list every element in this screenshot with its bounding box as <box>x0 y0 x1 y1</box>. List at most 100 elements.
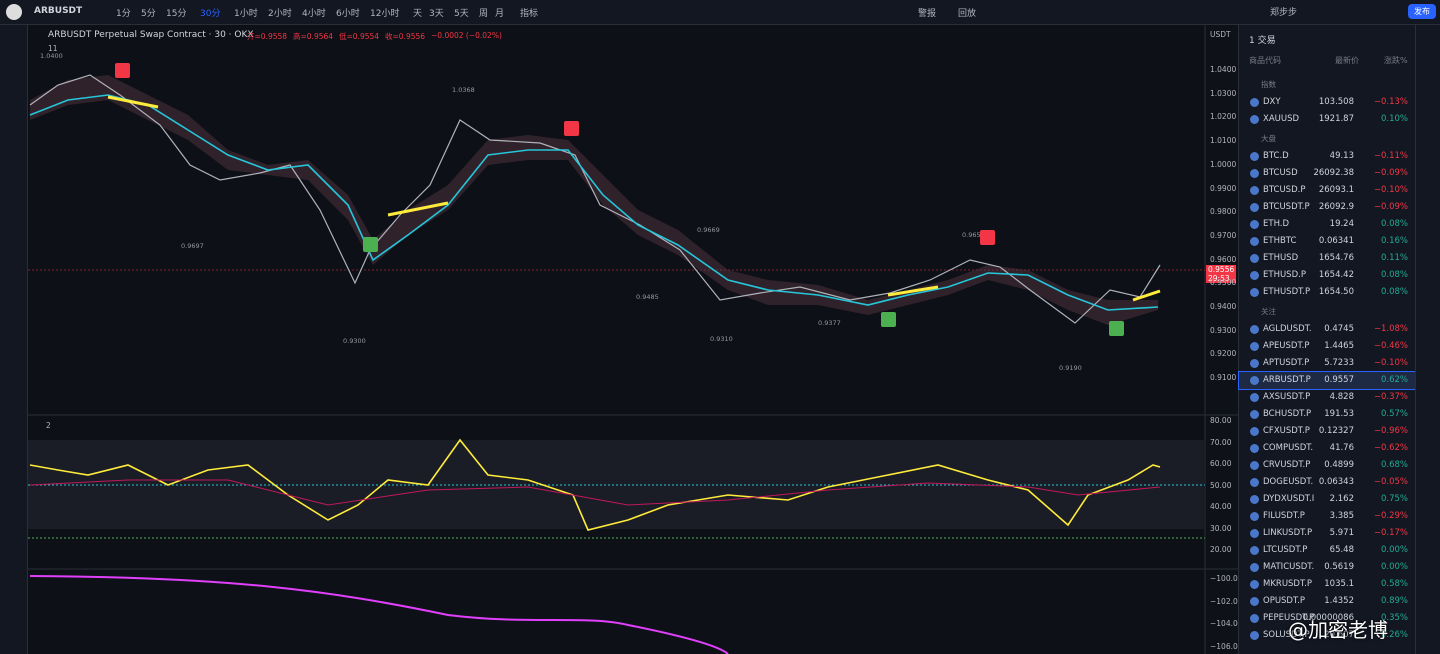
watchlist-row[interactable]: CFXUSDT.P 0.12327 −0.96% <box>1239 423 1416 440</box>
symbol-icon <box>1250 220 1259 229</box>
last-price: 26092.38 <box>1313 168 1354 178</box>
watchlist-row[interactable]: AXSUSDT.P 4.828 −0.37% <box>1239 389 1416 406</box>
user-name[interactable]: 郑步步 <box>1270 8 1298 18</box>
symbol-icon <box>1250 254 1259 263</box>
watchlist-row[interactable]: BTCUSD.P 26093.1 −0.10% <box>1239 182 1416 199</box>
watchlist-row[interactable]: PEPEUSDT.P 0.00000086 0.35% <box>1239 610 1416 627</box>
change-percent: −0.09% <box>1373 202 1408 212</box>
watchlist-row[interactable]: MATICUSDT. 0.5619 0.00% <box>1239 559 1416 576</box>
watchlist-row[interactable]: DOGEUSDT. 0.06343 −0.05% <box>1239 474 1416 491</box>
publish-button[interactable]: 发布 <box>1408 4 1436 19</box>
change-percent: −0.62% <box>1373 443 1408 453</box>
symbol: ETHUSD.P <box>1263 270 1306 280</box>
price-axis-label: 0.9400 <box>1210 302 1237 311</box>
last-price: 1.4352 <box>1324 596 1354 606</box>
interval-button[interactable]: 30分 <box>200 9 221 19</box>
watchlist-row[interactable]: ETH.D 19.24 0.08% <box>1239 216 1416 233</box>
interval-button[interactable]: 周 <box>479 9 489 19</box>
interval-button[interactable]: 5天 <box>454 9 469 19</box>
watchlist-row[interactable]: APTUSDT.P 5.7233 −0.10% <box>1239 355 1416 372</box>
symbol-icon <box>1250 376 1259 385</box>
watchlist-row[interactable]: ETHUSDT.P 1654.50 0.08% <box>1239 284 1416 301</box>
watchlist-row[interactable]: AGLDUSDT. 0.4745 −1.08% <box>1239 321 1416 338</box>
last-price: 1654.50 <box>1318 287 1354 297</box>
watchlist-row[interactable]: BCHUSDT.P 191.53 0.57% <box>1239 406 1416 423</box>
osc-count[interactable]: 2 <box>46 421 51 430</box>
price-annotation: 0.965 <box>962 231 981 239</box>
watchlist-row[interactable]: SOLUSDT.P 20.607 0.26% <box>1239 627 1416 644</box>
symbol-icon <box>1250 427 1259 436</box>
symbol-search[interactable]: ARBUSDT <box>34 6 83 16</box>
section-header[interactable]: 关注 <box>1261 307 1276 316</box>
price-annotation: 0.9300 <box>343 337 366 345</box>
watchlist-row[interactable]: XAUUSD 1921.87 0.10% <box>1239 111 1416 128</box>
symbol-icon <box>1250 478 1259 487</box>
watchlist-row[interactable]: MKRUSDT.P 1035.1 0.58% <box>1239 576 1416 593</box>
symbol-icon <box>1250 631 1259 640</box>
osc-signal <box>29 479 1161 506</box>
watchlist-row[interactable]: LINKUSDT.P 5.971 −0.17% <box>1239 525 1416 542</box>
watchlist-title[interactable]: 1 交易 <box>1249 36 1276 46</box>
watchlist-row[interactable]: FILUSDT.P 3.385 −0.29% <box>1239 508 1416 525</box>
watchlist-row[interactable]: ETHUSD.P 1654.42 0.08% <box>1239 267 1416 284</box>
watchlist-row[interactable]: BTCUSDT.P 26092.9 −0.09% <box>1239 199 1416 216</box>
indicators-button[interactable]: 指标 <box>520 9 539 19</box>
indicator-count[interactable]: 11 <box>48 44 58 53</box>
last-price: 5.971 <box>1329 528 1354 538</box>
symbol-icon <box>1250 342 1259 351</box>
price-axis-label: 0.9900 <box>1210 183 1237 193</box>
price-path <box>29 74 1161 324</box>
price-axis-label: 0.9100 <box>1210 373 1237 383</box>
watchlist-row[interactable]: BTC.D 49.13 −0.11% <box>1239 148 1416 165</box>
interval-button[interactable]: 天 <box>413 9 423 19</box>
interval-button[interactable]: 5分 <box>141 9 156 19</box>
symbol: BTC.D <box>1263 151 1289 161</box>
last-price: 49.13 <box>1329 151 1354 161</box>
watchlist-row[interactable]: ARBUSDT.P 0.9557 0.62% <box>1238 371 1417 390</box>
interval-button[interactable]: 6小时 <box>336 9 360 19</box>
symbol-icon <box>1250 614 1259 623</box>
osc-axis-label: 50.00 <box>1210 480 1232 490</box>
interval-button[interactable]: 1分 <box>116 9 131 19</box>
watchlist-row[interactable]: ETHUSD 1654.76 0.11% <box>1239 250 1416 267</box>
interval-button[interactable]: 12小时 <box>370 9 400 19</box>
alert-button[interactable]: 警报 <box>918 9 937 19</box>
symbol: FILUSDT.P <box>1263 511 1305 521</box>
last-price: 1654.42 <box>1318 270 1354 280</box>
watchlist-row[interactable]: DXY 103.508 −0.13% <box>1239 94 1416 111</box>
sell-signal <box>980 230 995 245</box>
macd-axis-label: −102.00 <box>1210 596 1243 606</box>
watchlist-row[interactable]: APEUSDT.P 1.4465 −0.46% <box>1239 338 1416 355</box>
watchlist-row[interactable]: OPUSDT.P 1.4352 0.89% <box>1239 593 1416 610</box>
watchlist-row[interactable]: BTCUSD 26092.38 −0.09% <box>1239 165 1416 182</box>
section-header[interactable]: 指数 <box>1261 80 1276 89</box>
price-axis-label: 1.0000 <box>1210 159 1237 169</box>
symbol: XAUUSD <box>1263 114 1300 124</box>
watchlist-row[interactable]: CRVUSDT.P 0.4899 0.68% <box>1239 457 1416 474</box>
price-annotation: 1.0400 <box>40 52 63 60</box>
watchlist-row[interactable]: DYDXUSDT.I 2.162 0.75% <box>1239 491 1416 508</box>
symbol: ETHUSD <box>1263 253 1299 263</box>
replay-button[interactable]: 回放 <box>958 9 977 19</box>
interval-button[interactable]: 月 <box>495 9 505 19</box>
watchlist-row[interactable]: COMPUSDT. 41.76 −0.62% <box>1239 440 1416 457</box>
interval-button[interactable]: 1小时 <box>234 9 258 19</box>
interval-button[interactable]: 4小时 <box>302 9 326 19</box>
ma-highlight <box>107 95 159 109</box>
interval-button[interactable]: 2小时 <box>268 9 292 19</box>
interval-button[interactable]: 15分 <box>166 9 187 19</box>
symbol: ETHUSDT.P <box>1263 287 1311 297</box>
symbol: CFXUSDT.P <box>1263 426 1310 436</box>
interval-button[interactable]: 3天 <box>429 9 444 19</box>
section-header[interactable]: 大盘 <box>1261 134 1276 143</box>
watchlist-row[interactable]: ETHBTC 0.06341 0.16% <box>1239 233 1416 250</box>
avatar[interactable] <box>6 4 22 20</box>
change-percent: −0.17% <box>1373 528 1408 538</box>
change-percent: −1.08% <box>1373 324 1408 334</box>
change-percent: 0.16% <box>1380 236 1408 246</box>
price-annotation: 0.9669 <box>697 226 720 234</box>
last-price: 5.7233 <box>1324 358 1354 368</box>
watchlist-row[interactable]: LTCUSDT.P 65.48 0.00% <box>1239 542 1416 559</box>
last-price: 0.12327 <box>1318 426 1354 436</box>
